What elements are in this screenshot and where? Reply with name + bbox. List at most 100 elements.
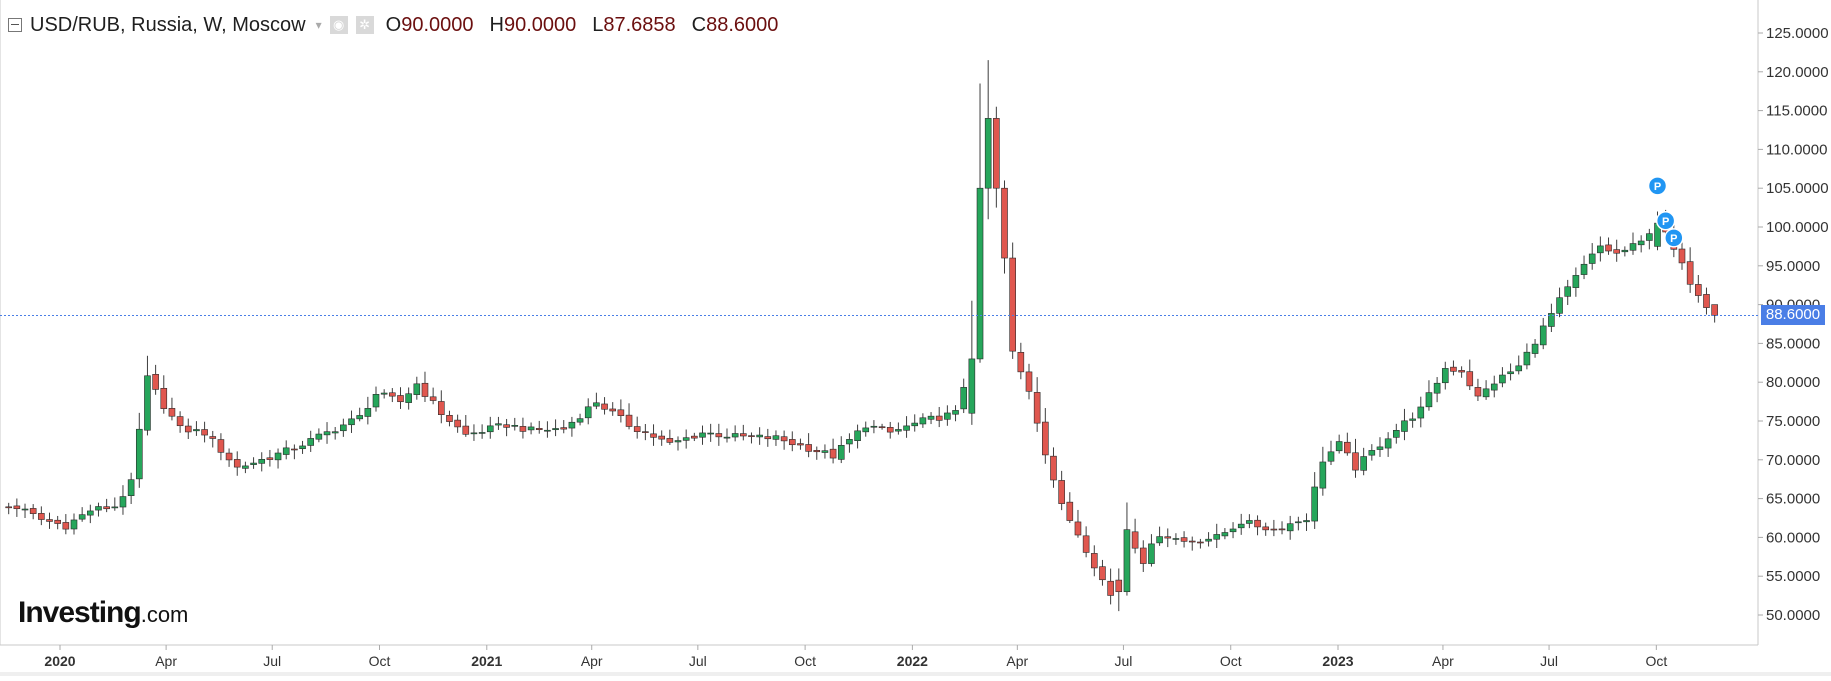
- y-tick-label: 125.0000: [1766, 25, 1829, 42]
- candle-body: [201, 429, 208, 436]
- candle-body: [266, 457, 274, 460]
- candle-body: [429, 396, 437, 401]
- candle-body: [944, 412, 951, 420]
- candle-body: [903, 425, 910, 431]
- candle-body: [1572, 275, 1580, 288]
- event-marker: [1647, 176, 1668, 196]
- candle-body: [527, 426, 535, 431]
- candle-body: [927, 415, 935, 420]
- candle-body: [1090, 553, 1098, 569]
- candle-body: [1033, 392, 1041, 424]
- candle-body: [870, 425, 878, 428]
- x-tick-label: Jul: [689, 653, 707, 669]
- symbol-label[interactable]: USD/RUB, Russia, W, Moscow: [30, 13, 306, 36]
- candle-body: [960, 387, 967, 410]
- candle-body: [1621, 249, 1629, 253]
- candle-body: [1474, 387, 1482, 397]
- candle-body: [503, 424, 510, 428]
- y-tick-label: 110.0000: [1766, 141, 1827, 158]
- candle-body: [731, 433, 739, 438]
- gear-icon[interactable]: ✲: [355, 16, 374, 34]
- candle-body: [323, 431, 331, 436]
- candle-body: [315, 433, 323, 440]
- candle-body: [470, 432, 478, 435]
- event-marker-label: P: [1654, 181, 1661, 193]
- collapse-icon[interactable]: [8, 18, 22, 32]
- candle-body: [1246, 520, 1253, 524]
- candle-body: [862, 427, 870, 433]
- candle-body: [968, 358, 976, 414]
- candle-body: [380, 392, 388, 395]
- candle-body: [258, 459, 266, 464]
- ohlc-low: L87.6858: [592, 13, 676, 36]
- x-tick-label: Oct: [794, 653, 816, 669]
- candle-body: [1311, 486, 1318, 522]
- candle-body: [193, 429, 200, 432]
- candle-body: [1229, 528, 1237, 533]
- x-tick-label: 2023: [1322, 653, 1353, 669]
- candle-body: [1213, 534, 1221, 540]
- candle-body: [1221, 532, 1229, 537]
- candle-body: [144, 375, 151, 431]
- event-marker: [1655, 211, 1676, 231]
- candle-body: [674, 440, 682, 443]
- candle-body: [127, 479, 135, 496]
- candle-body: [1058, 480, 1065, 504]
- candle-body: [935, 415, 943, 421]
- eye-icon[interactable]: ◉: [329, 16, 348, 34]
- candle-body: [1629, 243, 1637, 251]
- candle-body: [1703, 294, 1710, 308]
- candle-body: [1205, 538, 1212, 542]
- candle-body: [764, 436, 772, 440]
- candle-body: [1050, 455, 1057, 481]
- candle-body: [405, 393, 412, 403]
- candle-body: [1539, 325, 1547, 346]
- candle-body: [1099, 566, 1106, 581]
- candle-body: [176, 416, 184, 427]
- candle-body: [62, 522, 70, 530]
- candle-body: [1001, 187, 1008, 259]
- candle-body: [1335, 441, 1343, 452]
- candle-body: [1319, 461, 1327, 489]
- candle-body: [895, 429, 902, 432]
- candle-body: [152, 374, 159, 390]
- candle-body: [699, 432, 706, 438]
- candle-body: [1131, 531, 1139, 549]
- candle-body: [209, 436, 217, 439]
- candle-body: [1515, 365, 1523, 372]
- ohlc-close: C88.6000: [691, 13, 779, 36]
- candle-body: [666, 438, 674, 443]
- candle-body: [1376, 446, 1384, 450]
- candle-body: [511, 424, 519, 427]
- investing-logo[interactable]: Investing.com: [18, 596, 189, 629]
- candle-body: [1123, 529, 1131, 593]
- candle-body: [356, 415, 363, 420]
- candle-body: [584, 406, 592, 419]
- candle-body: [1466, 371, 1474, 387]
- candle-body: [87, 510, 94, 516]
- candle-body: [1441, 368, 1449, 384]
- candle-body: [1368, 450, 1376, 456]
- candle-body: [1286, 523, 1294, 532]
- candle-body: [54, 519, 61, 524]
- candle-body: [1678, 248, 1686, 264]
- candle-body: [560, 427, 568, 430]
- x-tick-label: 2022: [897, 653, 928, 669]
- event-marker-label: P: [1670, 233, 1677, 245]
- ohlc-readout: O90.0000 H90.0000 L87.6858 C88.6000: [386, 14, 779, 37]
- candle-body: [1450, 366, 1457, 372]
- candle-body: [1564, 286, 1572, 297]
- x-tick-label: Apr: [155, 653, 177, 669]
- candle-body: [1556, 297, 1563, 314]
- candle-body: [1344, 441, 1351, 454]
- candle-body: [919, 417, 927, 425]
- candle-body: [854, 430, 861, 441]
- candle-body: [1548, 313, 1555, 327]
- candle-body: [1507, 371, 1514, 375]
- candle-body: [593, 402, 600, 407]
- candle-body: [1695, 284, 1702, 296]
- caret-down-icon[interactable]: ▾: [315, 18, 322, 32]
- candle-body: [576, 418, 584, 423]
